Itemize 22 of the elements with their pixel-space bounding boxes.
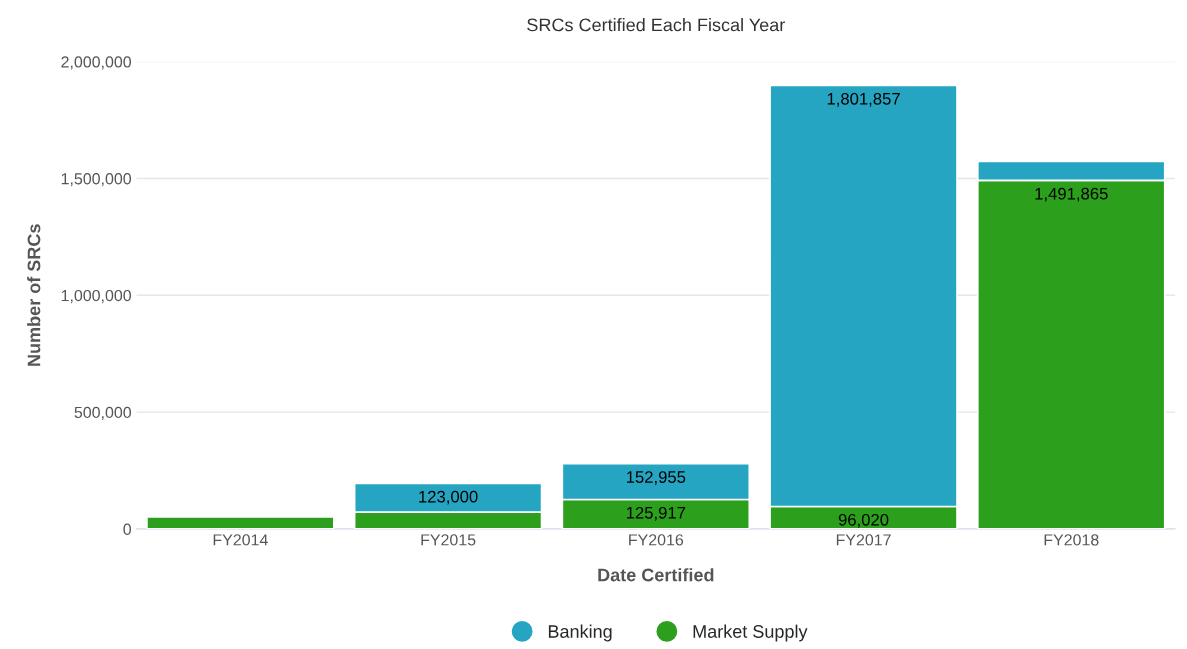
data-label: 125,917 xyxy=(626,506,686,521)
y-tick-label: 500,000 xyxy=(74,406,132,420)
x-axis-title: Date Certified xyxy=(598,568,714,582)
data-label: 96,020 xyxy=(838,513,889,528)
data-label: 1,801,857 xyxy=(827,92,900,107)
y-tick-label: 1,000,000 xyxy=(61,289,132,304)
chart-title: SRCs Certified Each Fiscal Year xyxy=(527,18,785,32)
y-tick-label: 1,500,000 xyxy=(61,173,132,187)
legend-label: Market Supply xyxy=(693,624,808,642)
y-tick-label: 2,000,000 xyxy=(61,56,132,70)
x-tick-label: FY2015 xyxy=(421,534,476,546)
x-tick-label: FY2017 xyxy=(836,534,891,546)
x-tick-label: FY2014 xyxy=(213,534,268,546)
data-label: 123,000 xyxy=(419,490,478,505)
data-label: 152,955 xyxy=(626,471,686,485)
legend-label: Banking xyxy=(548,624,612,642)
x-tick-label: FY2016 xyxy=(629,534,684,546)
x-tick-label: FY2018 xyxy=(1044,534,1099,546)
bar xyxy=(146,516,335,529)
y-axis-title: Number of SRCs xyxy=(27,224,41,366)
data-label: 1,491,865 xyxy=(1035,187,1108,202)
y-tick-label: 0 xyxy=(123,523,132,535)
